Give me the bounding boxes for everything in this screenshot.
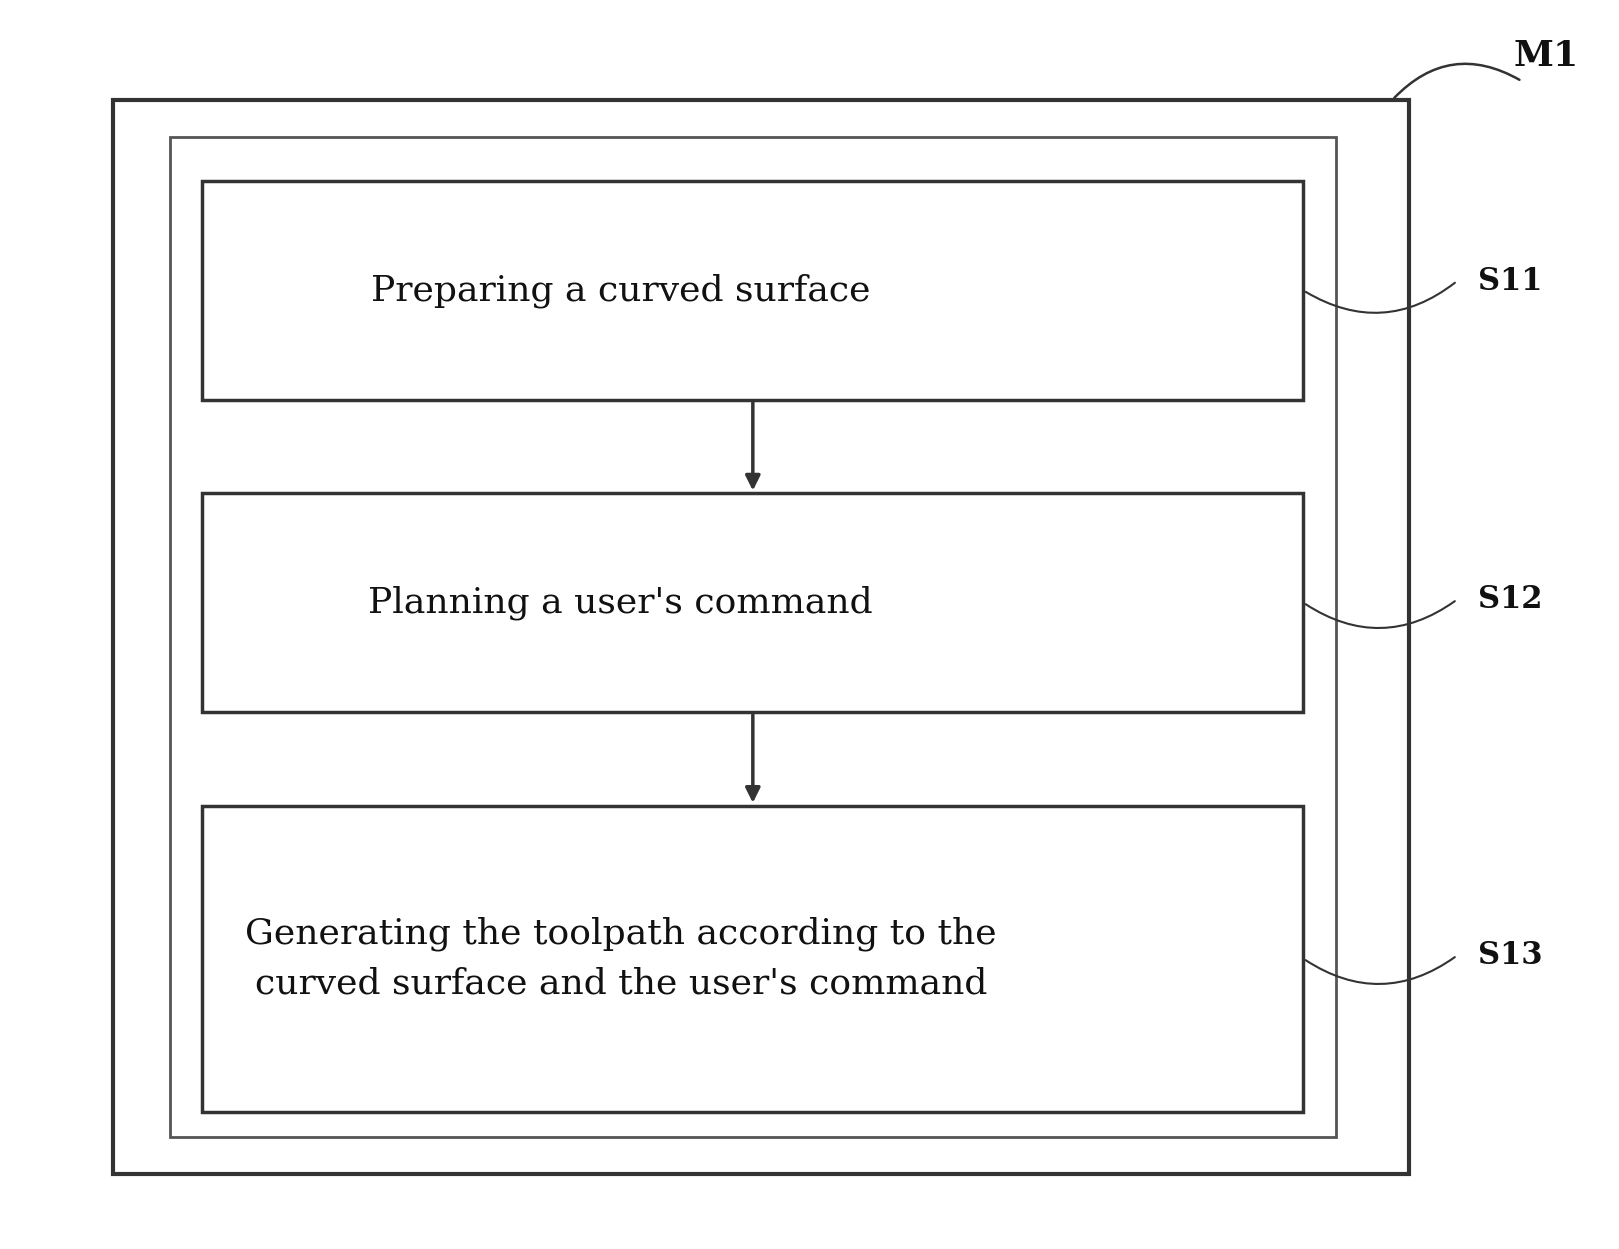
Bar [202,181,1303,400]
Text: Preparing a curved surface: Preparing a curved surface [371,274,871,307]
Bar [113,100,1409,1174]
Text: M1: M1 [1514,39,1579,74]
Text: Generating the toolpath according to the
curved surface and the user's command: Generating the toolpath according to the… [244,917,997,1000]
Text: S11: S11 [1478,266,1543,296]
Text: S12: S12 [1478,585,1543,615]
Bar [170,137,1336,1137]
Bar [202,493,1303,712]
Bar [202,806,1303,1112]
Text: S13: S13 [1478,940,1543,970]
Text: Planning a user's command: Planning a user's command [369,586,873,620]
